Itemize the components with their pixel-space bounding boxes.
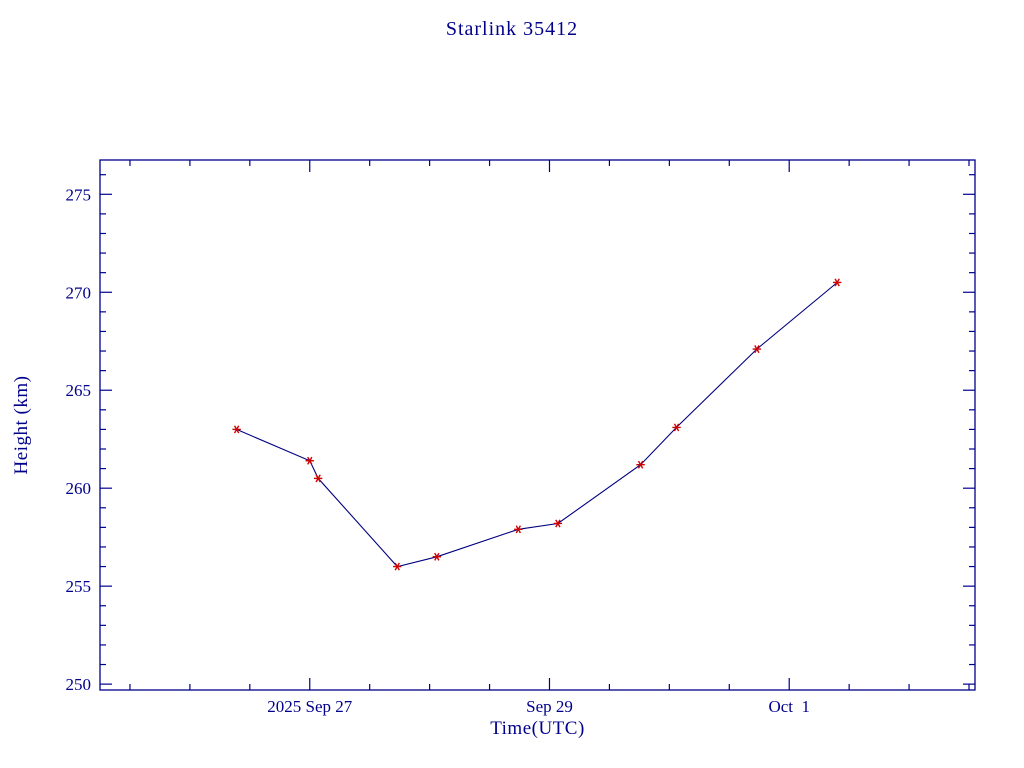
data-point-marker (754, 345, 760, 354)
data-point-marker (515, 525, 522, 534)
plot-frame (99, 159, 976, 691)
x-tick-label: 2025 Sep 27 (267, 697, 353, 716)
height-series-line (236, 282, 838, 568)
data-point-marker (834, 278, 840, 287)
x-tick-label: Sep 29 (526, 697, 573, 716)
data-point-marker (394, 562, 400, 571)
x-axis-label: Time(UTC) (490, 718, 585, 739)
y-tick-label: 260 (66, 479, 92, 498)
y-tick-label: 250 (66, 675, 92, 694)
y-tick-label: 265 (66, 381, 92, 400)
data-point-marker (307, 456, 313, 465)
data-point-marker (555, 519, 561, 528)
y-tick-label: 275 (66, 185, 92, 204)
data-point-marker (434, 552, 440, 561)
y-tick-label: 270 (66, 283, 92, 302)
data-point-marker (233, 425, 240, 434)
x-tick-label: Oct 1 (768, 697, 810, 716)
data-point-marker (673, 423, 680, 432)
y-tick-label: 255 (66, 577, 92, 596)
data-point-marker (637, 460, 644, 469)
data-point-marker (315, 474, 321, 483)
chart-title: Starlink 35412 (445, 18, 579, 40)
